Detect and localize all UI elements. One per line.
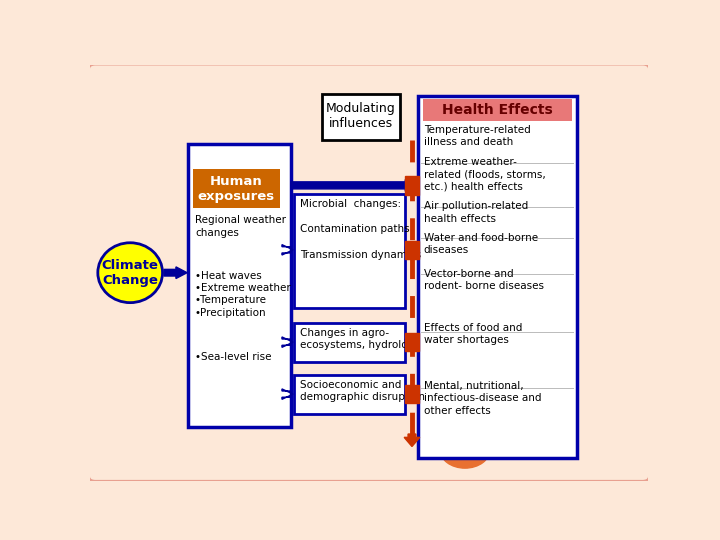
- Text: Temperature-related
illness and death: Temperature-related illness and death: [423, 125, 531, 147]
- Text: Modulating
influences: Modulating influences: [325, 103, 395, 130]
- FancyArrow shape: [291, 180, 418, 191]
- Text: Socioeconomic and
demographic disruption: Socioeconomic and demographic disruption: [300, 380, 426, 402]
- FancyBboxPatch shape: [405, 176, 418, 194]
- FancyArrow shape: [282, 245, 293, 255]
- FancyBboxPatch shape: [418, 96, 577, 458]
- FancyBboxPatch shape: [405, 385, 418, 403]
- FancyBboxPatch shape: [405, 333, 418, 352]
- Text: Air pollution-related
health effects: Air pollution-related health effects: [423, 201, 528, 224]
- Text: Extreme weather-
related (floods, storms,
etc.) health effects: Extreme weather- related (floods, storms…: [423, 157, 546, 192]
- FancyArrow shape: [404, 434, 420, 447]
- Text: Effects of food and
water shortages: Effects of food and water shortages: [423, 322, 522, 345]
- FancyArrow shape: [405, 389, 418, 399]
- FancyBboxPatch shape: [294, 194, 405, 308]
- FancyArrow shape: [405, 245, 418, 255]
- Text: Microbial  changes:

Contamination paths

Transmission dynamics: Microbial changes: Contamination paths T…: [300, 199, 421, 260]
- FancyArrow shape: [282, 389, 293, 399]
- FancyBboxPatch shape: [294, 375, 405, 414]
- FancyBboxPatch shape: [193, 168, 279, 208]
- Text: •Sea-level rise: •Sea-level rise: [195, 352, 271, 362]
- FancyArrow shape: [164, 267, 187, 279]
- FancyBboxPatch shape: [188, 144, 291, 427]
- FancyBboxPatch shape: [294, 322, 405, 362]
- Text: •Heat waves
•Extreme weather
•Temperature
•Precipitation: •Heat waves •Extreme weather •Temperatur…: [195, 271, 291, 318]
- Text: Water and food-borne
diseases: Water and food-borne diseases: [423, 233, 538, 255]
- Text: Mental, nutritional,
infectious-disease and
other effects: Mental, nutritional, infectious-disease …: [423, 381, 541, 416]
- Text: Health Effects: Health Effects: [442, 103, 553, 117]
- Text: Human
exposures: Human exposures: [197, 175, 275, 202]
- Text: Climate
Change: Climate Change: [102, 259, 158, 287]
- Ellipse shape: [98, 243, 163, 302]
- FancyArrow shape: [282, 337, 293, 347]
- FancyBboxPatch shape: [322, 94, 400, 140]
- FancyBboxPatch shape: [423, 99, 572, 121]
- FancyBboxPatch shape: [405, 241, 418, 259]
- Ellipse shape: [440, 431, 490, 468]
- Text: Changes in agro-
ecosystems, hydrology: Changes in agro- ecosystems, hydrology: [300, 328, 420, 350]
- FancyArrow shape: [405, 337, 418, 347]
- Text: Regional weather
changes: Regional weather changes: [195, 215, 286, 238]
- Text: Vector-borne and
rodent- borne diseases: Vector-borne and rodent- borne diseases: [423, 268, 544, 291]
